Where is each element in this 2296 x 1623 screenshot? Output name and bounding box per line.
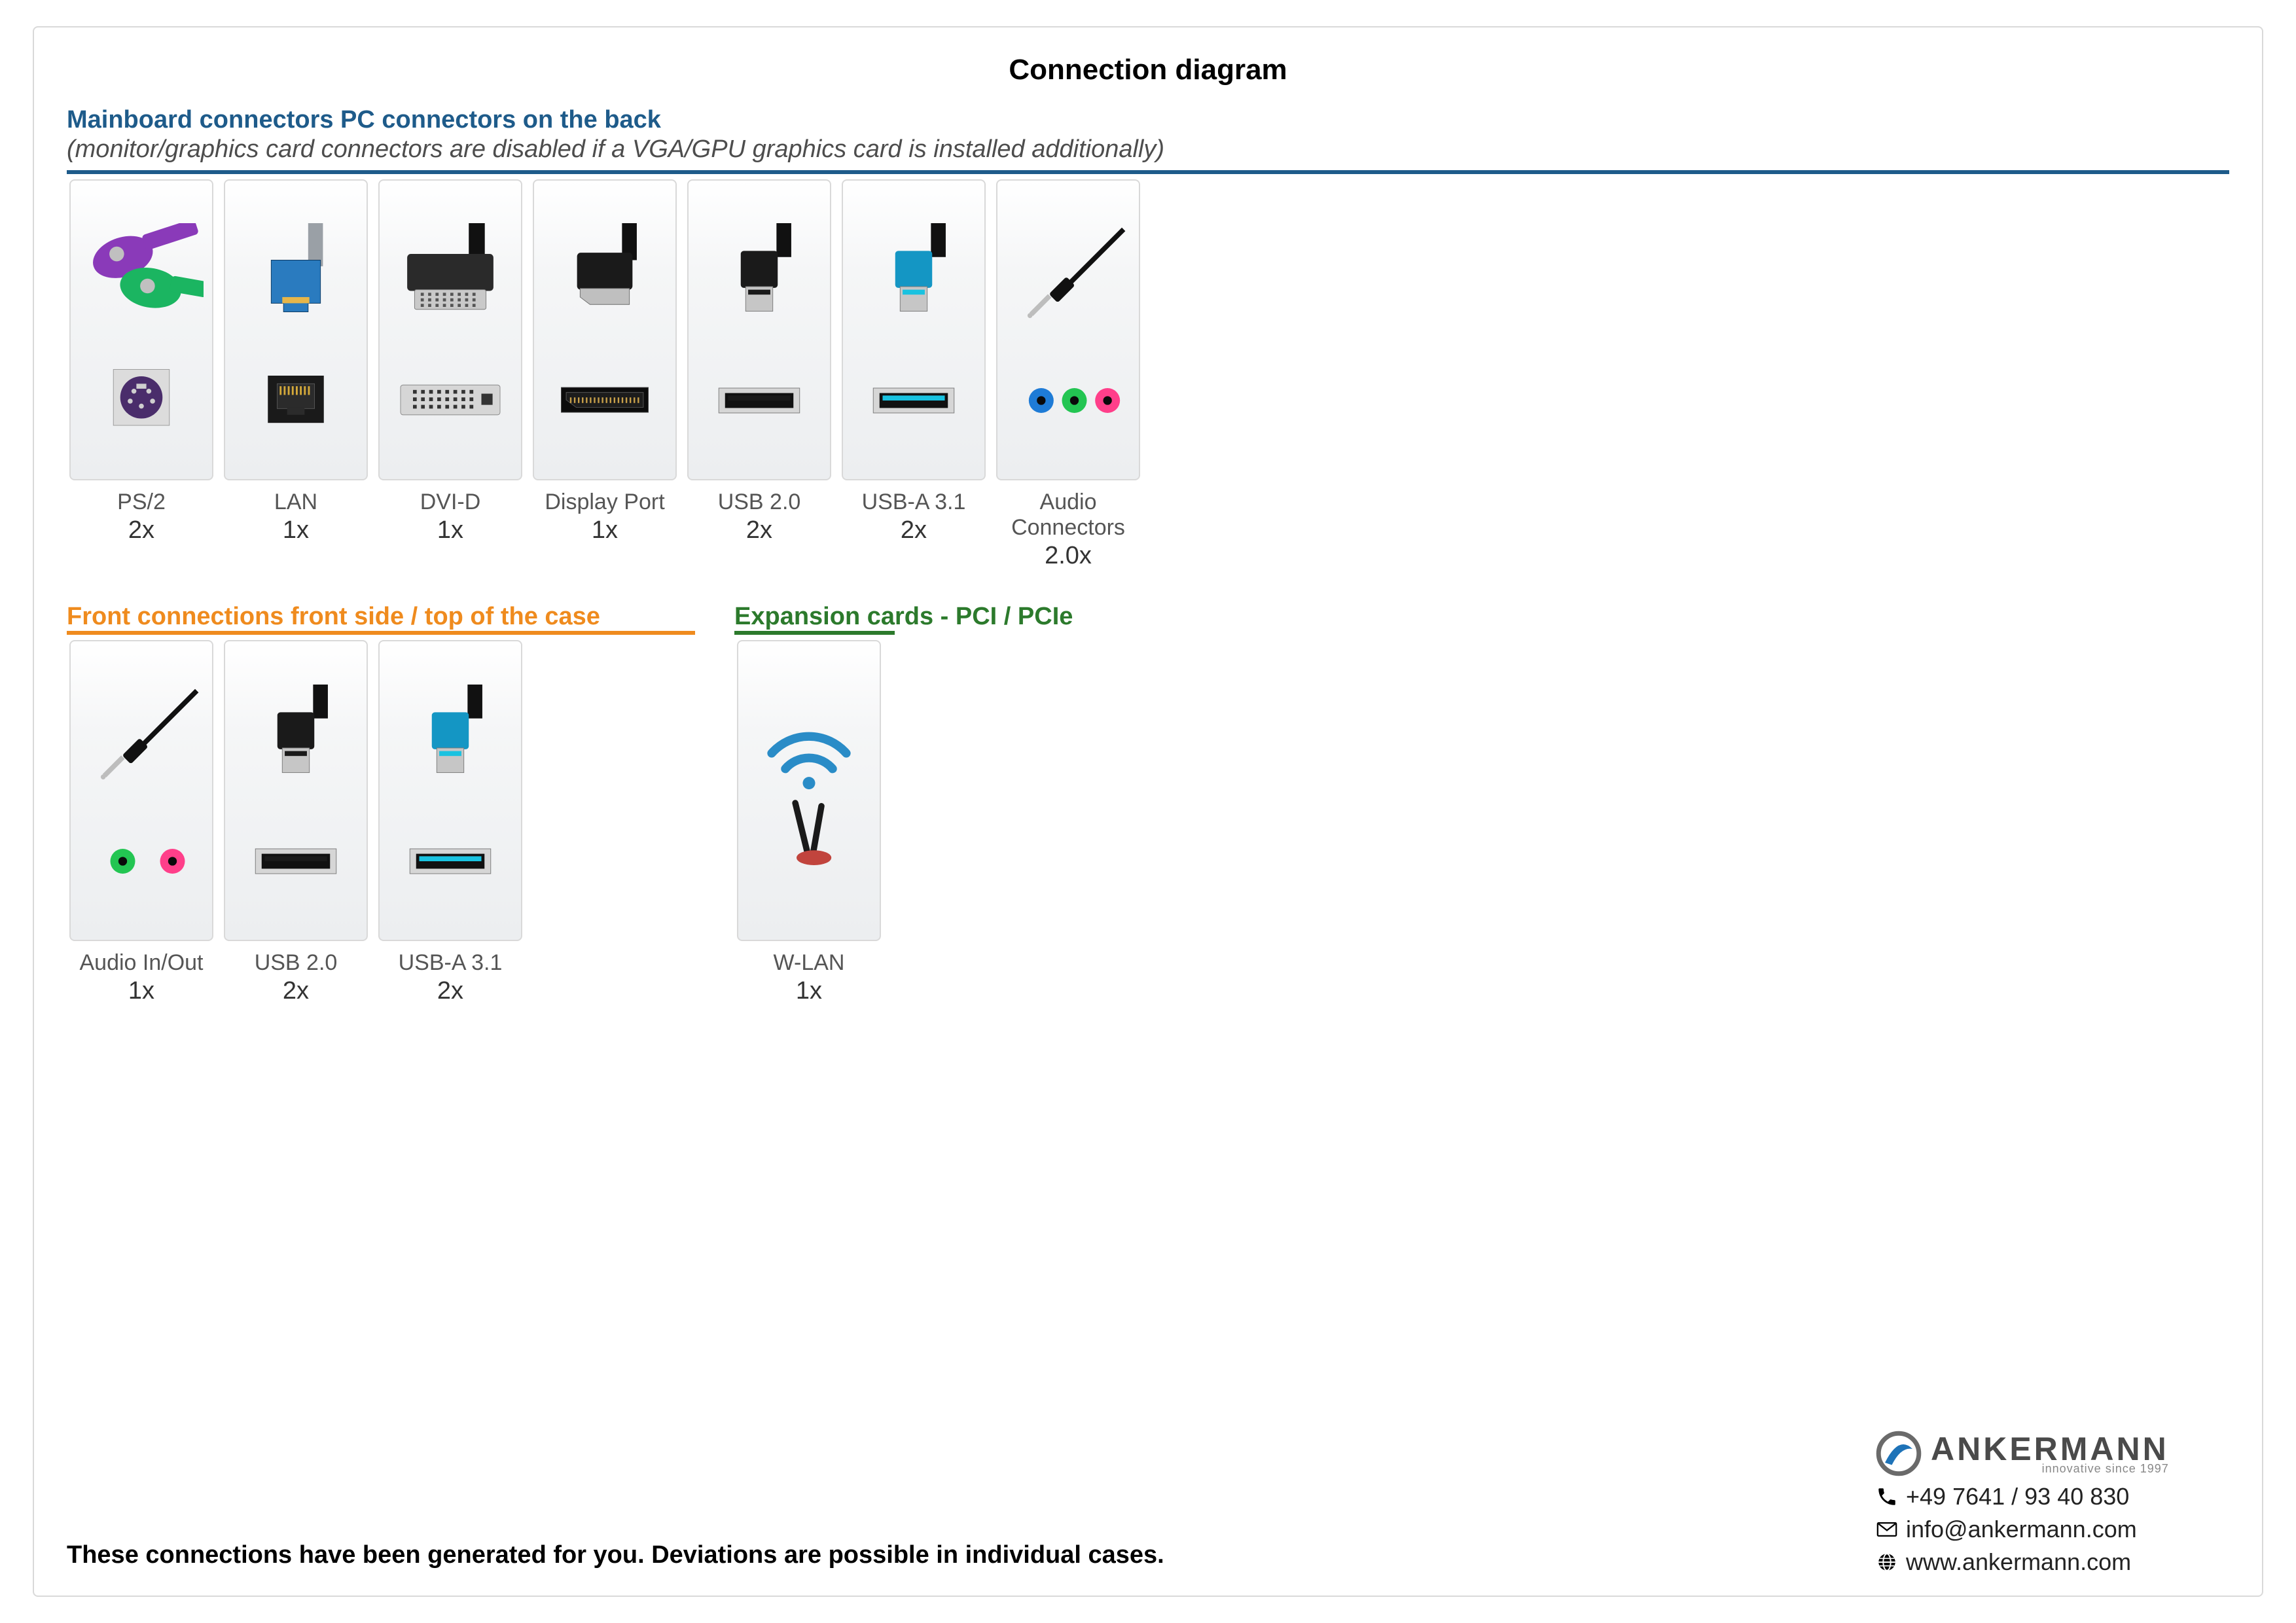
brand-name: ANKERMANN [1931, 1433, 2169, 1465]
brand-tagline: innovative since 1997 [2042, 1463, 2169, 1474]
connector-count: 2x [746, 516, 772, 544]
connector-label: Display Port [545, 490, 664, 515]
connector-count: 1x [592, 516, 618, 544]
connector-card-lan: LAN1x [221, 179, 370, 570]
connector-card-audio3: Audio Connectors2.0x [994, 179, 1143, 570]
contact-email-text: info@ankermann.com [1906, 1516, 2137, 1543]
connector-count: 1x [437, 516, 463, 544]
brand-logo-icon [1876, 1431, 1922, 1476]
contact-email: info@ankermann.com [1876, 1516, 2229, 1543]
connector-card-wlan: W-LAN1x [734, 640, 884, 1005]
connector-card-body [842, 179, 986, 480]
globe-icon [1876, 1551, 1898, 1573]
contact-phone: +49 7641 / 93 40 830 [1876, 1483, 2229, 1510]
page-frame: Connection diagram Mainboard connectors … [33, 26, 2263, 1597]
connector-card-usb3: USB-A 3.12x [839, 179, 988, 570]
connector-card-body [69, 640, 213, 941]
contact-web: www.ankermann.com [1876, 1548, 2229, 1576]
connector-card-body [378, 640, 522, 941]
connector-count: 2x [128, 516, 154, 544]
secondary-row: Front connections front side / top of th… [67, 603, 2229, 1005]
front-card-row: Audio In/Out1x USB 2.02x USB-A 3.12x [67, 640, 695, 1005]
connector-label: LAN [274, 490, 317, 515]
section-front: Front connections front side / top of th… [67, 603, 695, 1005]
connector-card-displayport: Display Port1x [530, 179, 679, 570]
page-title: Connection diagram [67, 54, 2229, 86]
connector-label: Audio Connectors [994, 490, 1143, 541]
connector-label: DVI-D [420, 490, 481, 515]
connector-label: PS/2 [117, 490, 166, 515]
connector-card-body [687, 179, 831, 480]
connector-count: 2x [901, 516, 927, 544]
connector-card-body [69, 179, 213, 480]
connector-count: 1x [796, 977, 822, 1005]
connector-count: 1x [128, 977, 154, 1005]
connector-card-body [378, 179, 522, 480]
connector-card-body [533, 179, 677, 480]
connector-label: USB 2.0 [255, 950, 338, 976]
connector-count: 1x [283, 516, 309, 544]
mail-icon [1876, 1518, 1898, 1541]
expansion-title: Expansion cards - PCI / PCIe [734, 603, 1073, 631]
connector-card-dvi: DVI-D1x [376, 179, 525, 570]
contact-web-text: www.ankermann.com [1906, 1548, 2131, 1576]
expansion-card-row: W-LAN1x [734, 640, 1073, 1005]
connector-card-usb2: USB 2.02x [685, 179, 834, 570]
page-sheet: Connection diagram Mainboard connectors … [0, 0, 2296, 1623]
connector-label: USB-A 3.1 [399, 950, 503, 976]
brand: ANKERMANN innovative since 1997 [1876, 1431, 2229, 1476]
contact-block: ANKERMANN innovative since 1997 +49 7641… [1876, 1431, 2229, 1576]
phone-icon [1876, 1486, 1898, 1508]
connector-count: 2x [437, 977, 463, 1005]
front-title: Front connections front side / top of th… [67, 603, 695, 631]
connector-card-ps2: PS/22x [67, 179, 216, 570]
footer-note: These connections have been generated fo… [67, 1541, 1164, 1569]
connector-card-audio2: Audio In/Out1x [67, 640, 216, 1005]
connector-card-usb3: USB-A 3.12x [376, 640, 525, 1005]
front-rule [67, 631, 695, 635]
mainboard-title: Mainboard connectors PC connectors on th… [67, 106, 2229, 134]
connector-card-body [224, 179, 368, 480]
expansion-rule [734, 631, 895, 635]
section-mainboard: Mainboard connectors PC connectors on th… [67, 106, 2229, 174]
connector-label: USB-A 3.1 [862, 490, 966, 515]
connector-label: W-LAN [774, 950, 845, 976]
mainboard-card-row: PS/22x LAN1x DVI-D1x Display Port1x [67, 179, 2229, 570]
connector-label: USB 2.0 [718, 490, 801, 515]
section-expansion: Expansion cards - PCI / PCIe W-LAN1x [734, 603, 1073, 1005]
contact-phone-text: +49 7641 / 93 40 830 [1906, 1483, 2129, 1510]
connector-count: 2.0x [1045, 542, 1092, 570]
mainboard-rule [67, 170, 2229, 174]
connector-label: Audio In/Out [79, 950, 203, 976]
connector-card-body [737, 640, 881, 941]
connector-card-usb2: USB 2.02x [221, 640, 370, 1005]
connector-count: 2x [283, 977, 309, 1005]
mainboard-subtitle: (monitor/graphics card connectors are di… [67, 135, 2229, 164]
connector-card-body [224, 640, 368, 941]
connector-card-body [996, 179, 1140, 480]
